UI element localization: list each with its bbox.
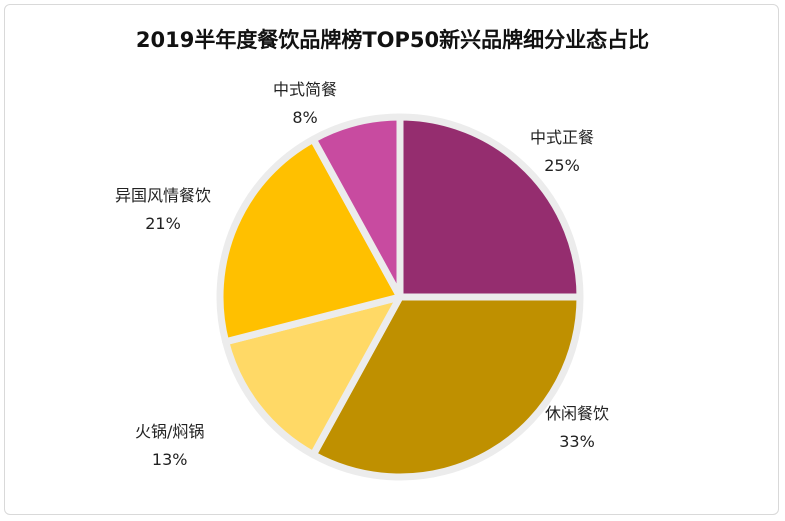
slice-name: 火锅/焖锅 [135,422,205,441]
chart-frame [4,4,779,515]
slice-percent: 13% [151,450,188,469]
pie-slice-3 [216,135,404,346]
slice-percent: 8% [292,108,318,127]
slice-percent: 21% [145,214,181,233]
pie-slice-0 [396,113,584,301]
slice-percent: 33% [559,432,595,451]
slice-name: 异国风情餐饮 [115,186,212,205]
slice-label-0: 中式正餐 25% [530,124,594,180]
pie-slice-4 [309,113,404,301]
slice-label-3: 异国风情餐饮 21% [115,182,211,238]
pie-slice-1 [309,293,584,481]
slice-percent: 25% [544,156,580,175]
slice-label-2: 火锅/焖锅 13% [135,418,204,474]
slice-name: 中式正餐 [530,128,595,147]
pie-slice-2 [222,293,404,459]
slice-name: 休闲餐饮 [545,404,610,423]
slice-label-1: 休闲餐饮 33% [545,400,609,456]
chart-title: 2019半年度餐饮品牌榜TOP50新兴品牌细分业态占比 [135,28,650,52]
slice-label-4: 中式简餐 8% [273,76,337,132]
slice-name: 中式简餐 [273,80,338,99]
